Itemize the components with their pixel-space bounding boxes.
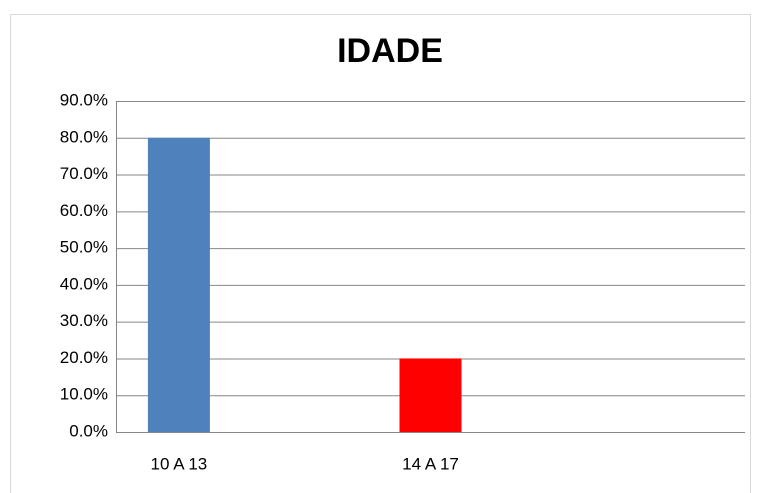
chart-border bbox=[10, 14, 751, 493]
y-tick-label: 20.0% bbox=[60, 348, 108, 367]
x-tick-label: 14 A 17 bbox=[402, 454, 459, 473]
y-tick-label: 0.0% bbox=[69, 421, 108, 440]
x-tick-label: 10 A 13 bbox=[151, 454, 208, 473]
y-tick-label: 90.0% bbox=[60, 90, 108, 109]
y-tick-label: 80.0% bbox=[60, 127, 108, 146]
y-tick-label: 40.0% bbox=[60, 274, 108, 293]
bar bbox=[399, 358, 462, 432]
y-tick-label: 70.0% bbox=[60, 164, 108, 183]
y-tick-label: 30.0% bbox=[60, 311, 108, 330]
y-tick-label: 10.0% bbox=[60, 385, 108, 404]
chart-title: IDADE bbox=[337, 32, 443, 70]
bar bbox=[147, 137, 210, 432]
y-tick-label: 60.0% bbox=[60, 201, 108, 220]
y-tick-label: 50.0% bbox=[60, 238, 108, 257]
